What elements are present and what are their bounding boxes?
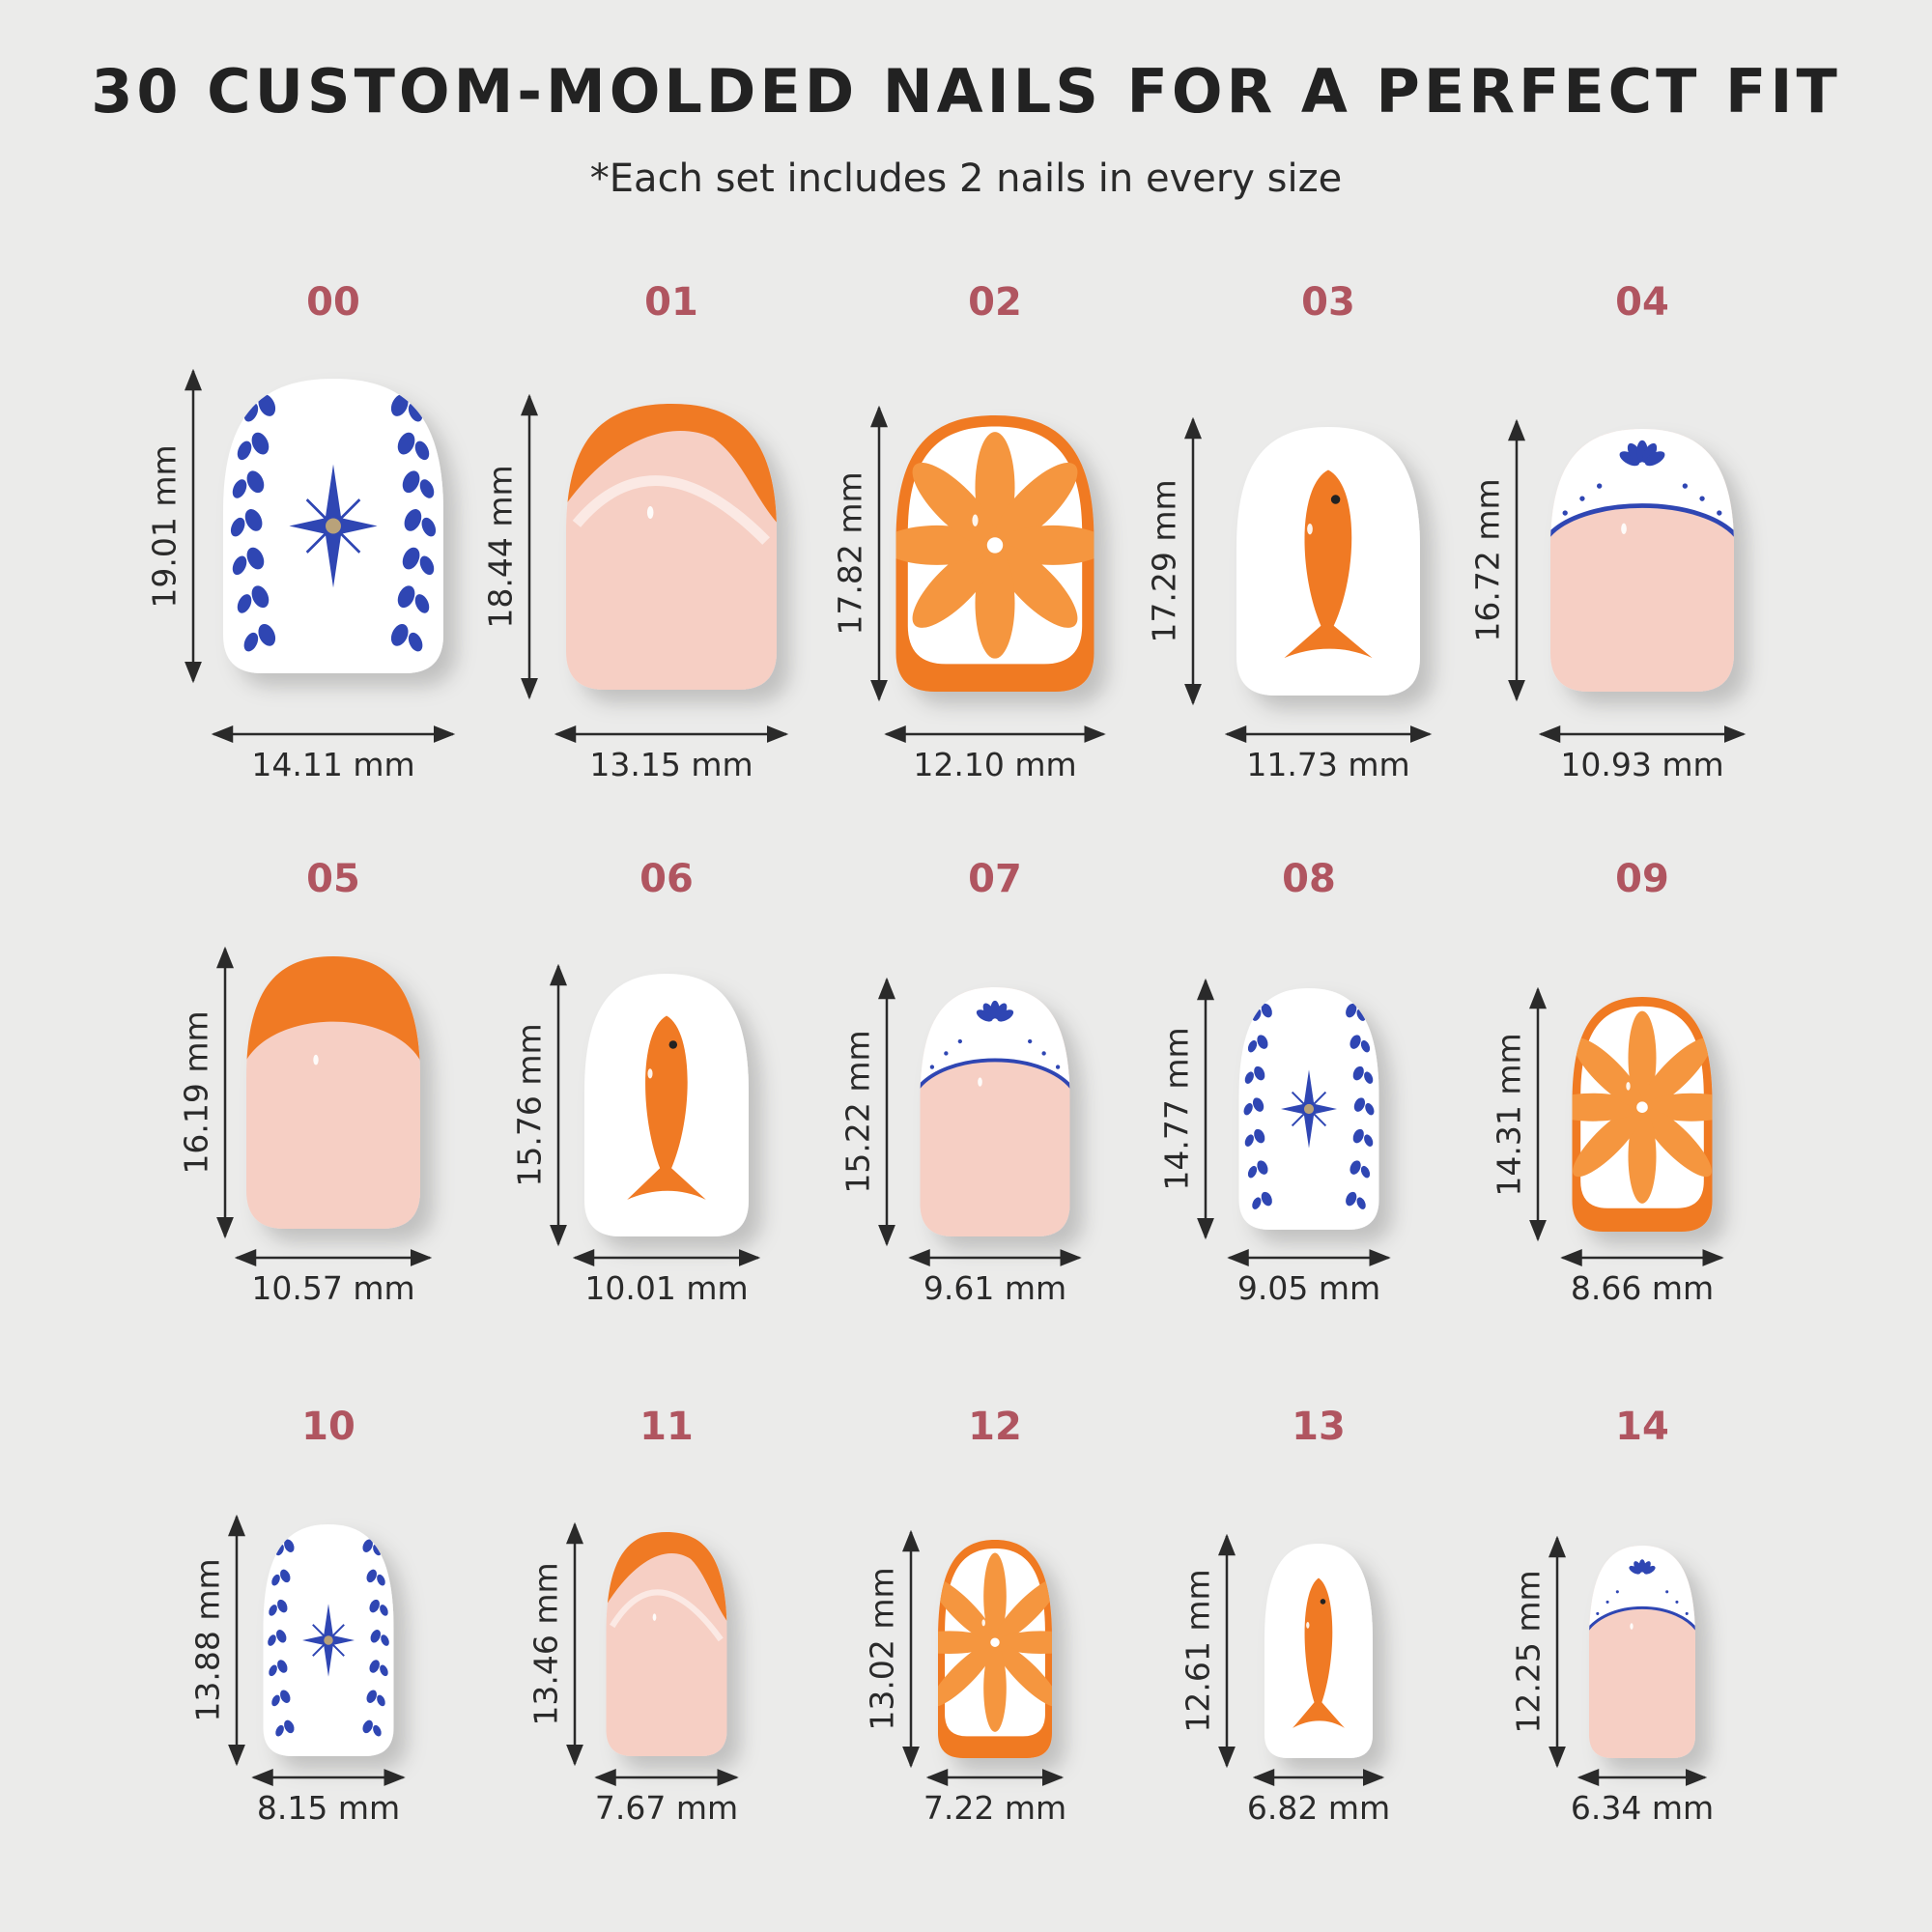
size-label: 02 [968, 280, 1022, 325]
width-label: 7.22 mm [923, 1789, 1067, 1827]
width-label: 8.15 mm [256, 1789, 401, 1827]
length-label: 14.77 mm [1157, 1027, 1196, 1191]
size-label: 07 [968, 857, 1022, 901]
nail-03 [1236, 427, 1420, 696]
fish-icon [1284, 469, 1373, 659]
nail-02 [895, 415, 1094, 692]
width-label: 10.93 mm [1560, 746, 1724, 783]
width-label: 9.05 mm [1236, 1269, 1381, 1307]
nail-11 [606, 1532, 727, 1756]
size-label: 06 [639, 857, 694, 901]
nail-13 [1264, 1544, 1373, 1758]
length-label: 17.29 mm [1145, 479, 1183, 643]
nail-09 [1572, 997, 1713, 1232]
size-label: 04 [1615, 280, 1669, 325]
orange-french-tip-icon [246, 956, 420, 1071]
page-subtitle: *Each set includes 2 nails in every size [589, 156, 1343, 201]
page-title: 30 CUSTOM-MOLDED NAILS FOR A PERFECT FIT [91, 56, 1841, 127]
orange-swoop-icon [566, 404, 777, 545]
orange-slice-icon [895, 426, 1094, 665]
size-label: 08 [1282, 857, 1336, 901]
orange-slice-icon [938, 1548, 1052, 1737]
width-label: 8.66 mm [1570, 1269, 1715, 1307]
length-label: 13.02 mm [863, 1567, 901, 1731]
width-label: 14.11 mm [251, 746, 415, 783]
width-label: 6.82 mm [1246, 1789, 1391, 1827]
width-label: 9.61 mm [923, 1269, 1067, 1307]
blue-french-tip-icon [1550, 429, 1734, 541]
vine-star-icon [268, 1539, 389, 1737]
length-label: 12.25 mm [1509, 1570, 1548, 1734]
size-label: 14 [1615, 1405, 1669, 1449]
width-label: 10.57 mm [251, 1269, 415, 1307]
size-label: 10 [301, 1405, 355, 1449]
length-label: 19.01 mm [145, 443, 184, 609]
length-label: 17.82 mm [831, 471, 869, 636]
fish-icon [627, 1015, 706, 1200]
length-label: 15.76 mm [510, 1023, 549, 1187]
length-label: 16.19 mm [177, 1010, 215, 1175]
width-label: 7.67 mm [594, 1789, 739, 1827]
nail-08 [1238, 988, 1379, 1230]
nail-05 [246, 956, 420, 1229]
fish-icon [1293, 1577, 1345, 1728]
width-label: 13.15 mm [589, 746, 753, 783]
length-label: 15.22 mm [838, 1030, 877, 1194]
orange-slice-icon [1572, 1006, 1713, 1208]
length-label: 13.88 mm [188, 1558, 227, 1722]
width-label: 6.34 mm [1570, 1789, 1715, 1827]
length-label: 16.72 mm [1468, 478, 1507, 642]
blue-french-tip-icon [1589, 1546, 1695, 1636]
size-label: 13 [1292, 1405, 1346, 1449]
size-label: 09 [1615, 857, 1669, 901]
nail-14 [1589, 1546, 1695, 1758]
width-label: 10.01 mm [584, 1269, 749, 1307]
length-label: 14.31 mm [1490, 1032, 1528, 1197]
size-label: 12 [968, 1405, 1022, 1449]
size-label: 03 [1301, 280, 1355, 325]
nail-12 [938, 1540, 1052, 1758]
width-label: 11.73 mm [1246, 746, 1410, 783]
nail-07 [920, 987, 1070, 1236]
size-label: 01 [644, 280, 698, 325]
length-label: 18.44 mm [481, 465, 520, 629]
orange-swoop-icon [606, 1532, 727, 1642]
blue-french-tip-icon [920, 987, 1070, 1094]
nail-10 [263, 1524, 394, 1756]
nail-06 [584, 974, 749, 1236]
nail-04 [1550, 429, 1734, 692]
size-label: 05 [306, 857, 360, 901]
nail-01 [566, 404, 777, 690]
length-label: 13.46 mm [526, 1562, 565, 1726]
size-label: 00 [306, 280, 360, 325]
width-label: 12.10 mm [913, 746, 1077, 783]
nail-00 [223, 379, 443, 673]
size-label: 11 [639, 1405, 694, 1449]
vine-star-icon [1243, 1003, 1375, 1209]
length-label: 12.61 mm [1179, 1569, 1217, 1733]
